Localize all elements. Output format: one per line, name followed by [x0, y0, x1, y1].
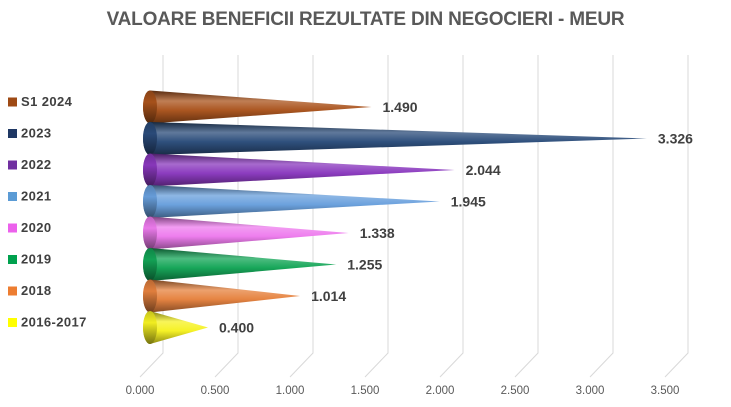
- legend-label: 2016-2017: [21, 315, 87, 330]
- data-label: 0.400: [219, 320, 254, 336]
- cone-base-cap: [143, 122, 157, 155]
- data-label: 1.945: [451, 194, 486, 210]
- cone-base-cap: [143, 90, 157, 124]
- axis-tick-label: 2.000: [426, 385, 455, 397]
- cone-base-cap: [143, 248, 157, 281]
- gridline: [589, 55, 614, 378]
- cone-body: [143, 185, 440, 218]
- data-label: 1.014: [311, 288, 346, 304]
- legend-item: 2019: [8, 252, 52, 267]
- legend-label: 2023: [21, 126, 52, 141]
- axis-tick-label: 0.500: [201, 385, 230, 397]
- cone-body: [143, 122, 647, 155]
- gridlines: [139, 55, 689, 378]
- legend-marker: [8, 255, 17, 264]
- cone-base-cap: [143, 153, 157, 187]
- cone-row: [143, 153, 455, 187]
- cone-base-cap: [143, 185, 157, 218]
- legend-marker: [8, 129, 17, 138]
- legend-item: 2018: [8, 283, 52, 298]
- gridline: [364, 55, 389, 378]
- legend-marker: [8, 160, 17, 170]
- gridline: [289, 55, 314, 378]
- cone-body: [143, 279, 301, 313]
- axis-tick-label: 3.000: [576, 385, 605, 397]
- gridline: [439, 55, 464, 378]
- legend-label: 2019: [21, 252, 52, 267]
- cone-body: [143, 248, 337, 281]
- cone-body: [143, 216, 349, 250]
- legend-item: S1 2024: [8, 94, 73, 109]
- legend-item: 2023: [8, 126, 52, 141]
- gridline: [514, 55, 539, 378]
- data-label: 3.326: [658, 131, 693, 147]
- cone-body: [143, 311, 208, 344]
- axis-tick-label: 3.500: [651, 385, 680, 397]
- cone-row: [143, 185, 440, 218]
- gridline: [214, 55, 239, 378]
- cone-row: [143, 311, 208, 344]
- legend-item: 2022: [8, 157, 52, 172]
- cone-body: [143, 90, 372, 124]
- cone-base-cap: [143, 279, 157, 313]
- chart-title: VALOARE BENEFICII REZULTATE DIN NEGOCIER…: [106, 9, 625, 30]
- cone-body: [143, 153, 455, 187]
- legend-marker: [8, 97, 17, 107]
- legend-label: 2020: [21, 220, 52, 235]
- data-label: 2.044: [466, 162, 501, 178]
- legend-item: 2021: [8, 189, 52, 204]
- legend-marker: [8, 318, 17, 327]
- axis-tick-label: 2.500: [501, 385, 530, 397]
- series: [143, 90, 647, 344]
- cone-row: [143, 248, 337, 281]
- cone-row: [143, 279, 301, 313]
- axis-tick-label: 1.500: [351, 385, 380, 397]
- legend-label: 2022: [21, 157, 52, 172]
- legend-label: 2018: [21, 283, 52, 298]
- cone-row: [143, 90, 372, 124]
- data-label: 1.490: [383, 99, 418, 115]
- legend-label: 2021: [21, 189, 52, 204]
- cone-base-cap: [143, 311, 157, 344]
- data-label: 1.255: [347, 257, 382, 273]
- legend-item: 2020: [8, 220, 52, 235]
- legend-item: 2016-2017: [8, 315, 87, 330]
- legend-marker: [8, 286, 17, 296]
- legend: S1 2024 2023 2022 2021 2020 2019 2018 2016-2017: [8, 94, 87, 330]
- data-label: 1.338: [360, 225, 395, 241]
- legend-label: S1 2024: [21, 94, 73, 109]
- axis-tick-label: 0.000: [126, 385, 155, 397]
- cone-base-cap: [143, 216, 157, 250]
- cone-row: [143, 216, 349, 250]
- cone-row: [143, 122, 647, 155]
- axis-tick-label: 1.000: [276, 385, 305, 397]
- gridline: [664, 55, 689, 378]
- legend-marker: [8, 192, 17, 201]
- x-axis: 0.000 0.500 1.000 1.500 2.000 2.500 3.000 3.500: [126, 385, 680, 397]
- legend-marker: [8, 223, 17, 233]
